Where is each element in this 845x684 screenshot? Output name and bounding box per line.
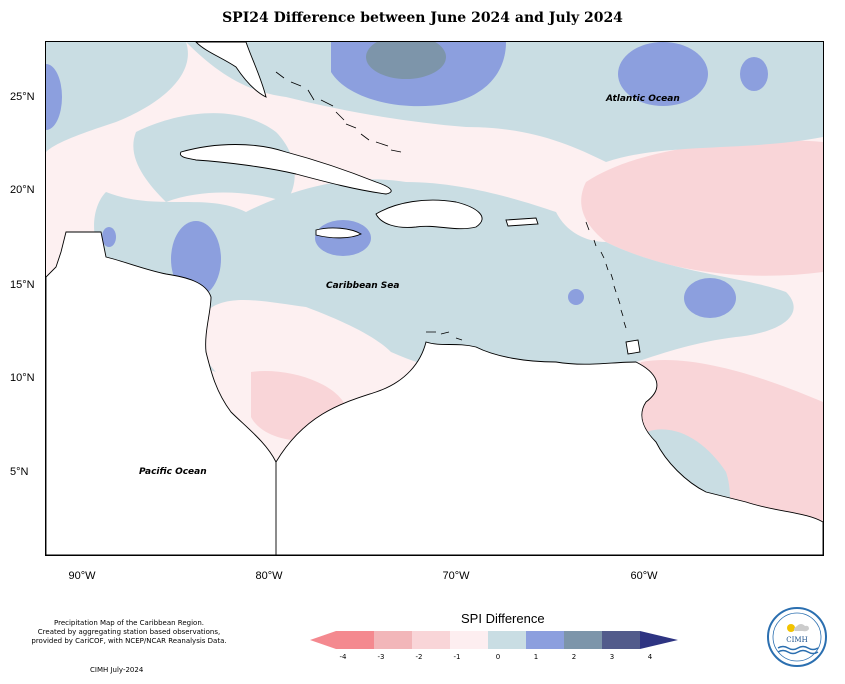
lon-label-90: 90°W [68,570,96,582]
caribbean-sea-label: Caribbean Sea [326,281,400,291]
small-islands [275,71,627,341]
lon-label-70: 70°W [442,570,470,582]
legend-tick-0: 0 [495,653,501,661]
map-title: SPI24 Difference between June 2024 and J… [222,10,623,26]
legend-tick-neg4: -4 [339,653,347,661]
wet-zone-northwest [46,42,188,152]
legend-tick-3: 3 [609,653,615,661]
wet-core-west-edge [46,64,62,130]
legend-bin-3 [602,631,640,649]
legend-tick-neg1: -1 [453,653,461,661]
wet-core-atlantic [618,42,708,106]
legend-title: SPI Difference [461,611,545,626]
wet-core-south [568,289,584,305]
lat-label-15: 15°N [10,279,35,291]
legend-tick-2: 2 [571,653,577,661]
dry-zone-guianas [634,360,823,555]
legend-bin-1 [526,631,564,649]
legend-bin-neg3 [374,631,412,649]
legend-bin-0 [488,631,526,649]
legend-tick-neg2: -2 [415,653,423,661]
legend-tick-neg3: -3 [377,653,385,661]
footnote-line-3: provided by CariCOF, with NCEP/NCAR Rean… [31,637,227,645]
spi-map-canvas [46,42,823,555]
legend-bin-neg2 [412,631,450,649]
dry-zone-east-atlantic [581,140,823,276]
legend-tick-4: 4 [647,653,653,661]
legend-arrow-left [310,631,336,649]
cimh-logo-icon: CIMH [766,606,828,668]
land-hispaniola [375,199,483,230]
wet-zone-caribbean [94,179,794,382]
land-jamaica [315,227,362,239]
land-puerto-rico [505,217,539,227]
legend-bin-2 [564,631,602,649]
land-south-america [275,341,823,555]
land-trinidad [625,339,641,355]
color-legend: -4 -3 -2 -1 0 1 2 3 4 [310,629,682,665]
lat-label-20: 20°N [10,184,35,196]
wet-core-belize [102,227,116,247]
lat-label-5: 5°N [10,466,29,478]
legend-bin-neg4 [336,631,374,649]
atlantic-ocean-label: Atlantic Ocean [606,94,680,104]
wet-core-east [740,57,768,91]
legend-bin-neg1 [450,631,488,649]
lat-label-25: 25°N [10,91,35,103]
land-masses [46,42,823,555]
wet-peak-north [366,42,446,79]
lon-label-80: 80°W [255,570,283,582]
lon-label-60: 60°W [630,570,658,582]
spi-map [45,41,824,556]
lat-label-10: 10°N [10,372,35,384]
land-cuba [179,144,392,195]
legend-tick-1: 1 [533,653,539,661]
legend-arrow-right [640,631,678,649]
credit-text: CIMH July-2024 [90,666,144,674]
logo-text: CIMH [786,636,807,644]
land-florida [195,42,267,98]
footnote: Precipitation Map of the Caribbean Regio… [14,619,244,646]
wet-core-lesser-antilles [684,278,736,318]
pacific-ocean-label: Pacific Ocean [139,467,207,477]
footnote-line-1: Precipitation Map of the Caribbean Regio… [54,619,204,627]
legend-colorbar [310,631,678,649]
footnote-line-2: Created by aggregating station based obs… [37,628,221,636]
